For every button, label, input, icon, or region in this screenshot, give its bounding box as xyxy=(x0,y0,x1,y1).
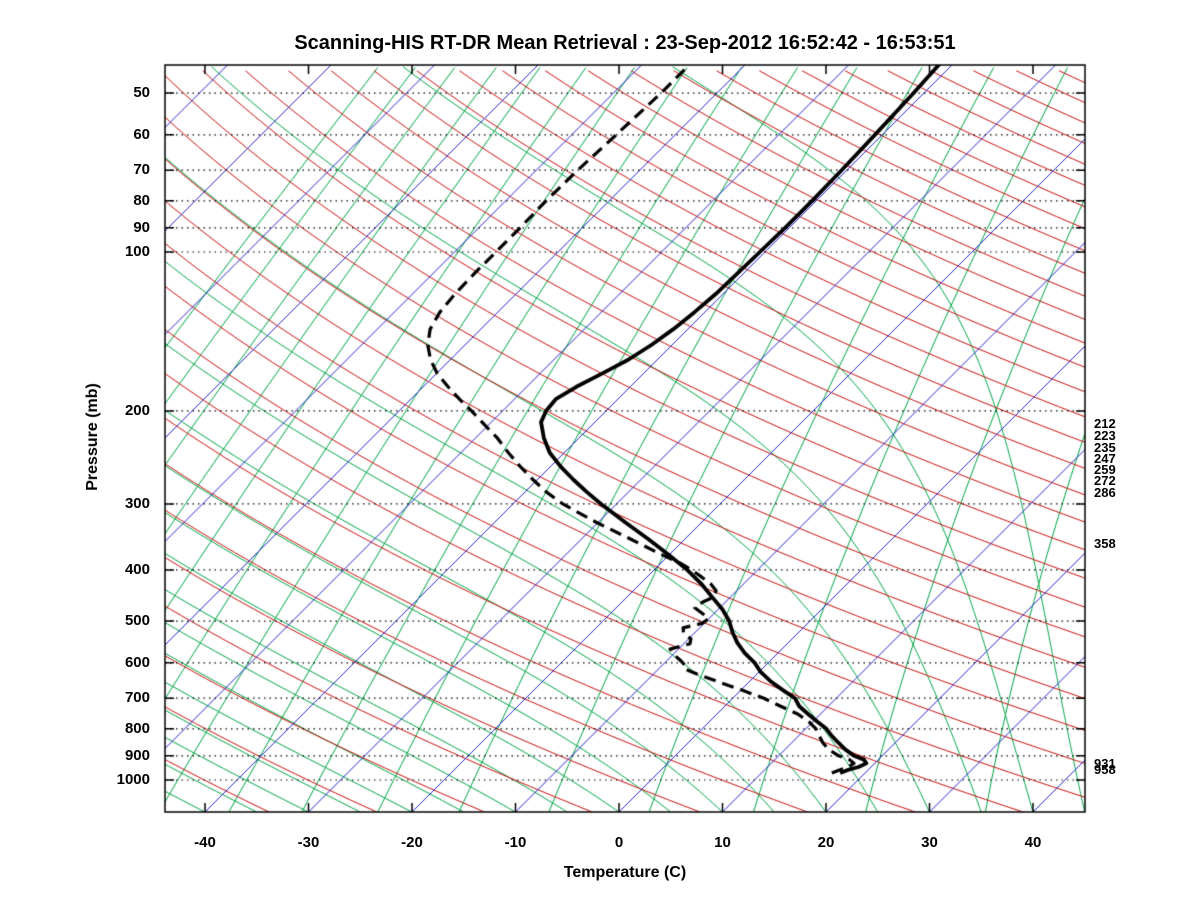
pressure-tick-label: 700 xyxy=(124,689,150,707)
retrieval-level-label: 247 xyxy=(1094,451,1116,467)
temperature-tick-label: 20 xyxy=(817,834,835,851)
pressure-tick-label: 80 xyxy=(133,191,150,209)
chart-title: Scanning-HIS RT-DR Mean Retrieval : 23-S… xyxy=(294,32,956,54)
temperature-tick-label: -40 xyxy=(194,834,216,851)
retrieval-level-label: 223 xyxy=(1094,427,1116,443)
pressure-tick-label: 1000 xyxy=(116,771,150,788)
retrieval-level-label: 358 xyxy=(1094,536,1116,552)
pressure-tick-label: 500 xyxy=(124,612,150,630)
pressure-tick-label: 900 xyxy=(124,746,150,764)
pressure-tick-label: 300 xyxy=(124,494,150,512)
temperature-tick-label: 40 xyxy=(1024,834,1042,851)
retrieval-level-label: 235 xyxy=(1094,439,1116,455)
temperature-tick-label: 10 xyxy=(714,834,731,851)
pressure-tick-label: 60 xyxy=(133,125,150,143)
y-axis-title: Pressure (mb) xyxy=(84,383,101,491)
pressure-tick-label: 800 xyxy=(124,719,150,737)
pressure-tick-label: 200 xyxy=(124,401,150,419)
retrieval-level-label: 958 xyxy=(1094,762,1116,778)
pressure-tick-label: 50 xyxy=(133,84,150,102)
pressure-tick-label: 400 xyxy=(124,560,150,578)
temperature-tick-label: -30 xyxy=(297,834,320,851)
retrieval-level-label: 286 xyxy=(1094,484,1116,500)
x-axis-title: Temperature (C) xyxy=(563,864,687,881)
pressure-tick-label: 600 xyxy=(124,653,150,671)
pressure-tick-label: 90 xyxy=(133,218,150,236)
pressure-tick-label: 70 xyxy=(133,161,150,179)
retrieval-level-label: 931 xyxy=(1094,755,1116,771)
retrieval-level-label: 259 xyxy=(1094,462,1116,478)
temperature-tick-label: 30 xyxy=(921,834,938,851)
temperature-tick-label: -20 xyxy=(401,834,423,851)
retrieval-level-label: 212 xyxy=(1094,416,1116,432)
temperature-tick-label: 0 xyxy=(614,834,624,851)
pressure-tick-label: 100 xyxy=(124,243,150,260)
temperature-tick-label: -10 xyxy=(504,834,527,851)
retrieval-level-label: 272 xyxy=(1094,473,1116,489)
